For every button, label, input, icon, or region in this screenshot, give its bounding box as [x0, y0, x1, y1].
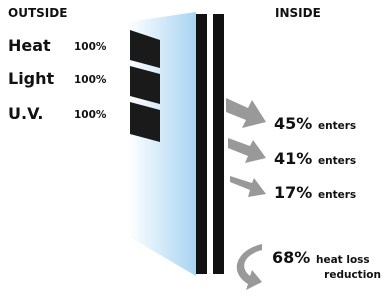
- heat-loss-amount: 68%: [272, 248, 310, 267]
- arrows: [226, 98, 266, 290]
- incoming-label: Light: [8, 69, 55, 88]
- transmitted-amount: 17%: [274, 183, 312, 202]
- incoming-amount: 100%: [74, 109, 107, 121]
- transmitted-amount: 41%: [274, 149, 312, 168]
- curved-arrow: [237, 244, 262, 290]
- arrow: [226, 98, 266, 128]
- heat-loss-text: reduction: [324, 269, 381, 281]
- arrow: [228, 138, 266, 163]
- outside-label: OUTSIDE: [8, 6, 67, 20]
- heat-loss-text: heat loss: [316, 254, 370, 266]
- inside-label: INSIDE: [275, 6, 321, 20]
- incoming-amount: 100%: [74, 74, 107, 86]
- pane-frame: [213, 14, 224, 274]
- incoming-amount: 100%: [74, 41, 107, 53]
- diagram: OUTSIDE INSIDE Heat 100% Light 100% U.V.…: [0, 0, 383, 296]
- transmitted-text: enters: [318, 155, 356, 167]
- transmitted-text: enters: [318, 189, 356, 201]
- transmitted-amount: 45%: [274, 114, 312, 133]
- pane-frame: [196, 14, 207, 274]
- incoming-label: Heat: [8, 36, 51, 55]
- incoming-label: U.V.: [8, 104, 43, 123]
- arrow: [230, 176, 266, 197]
- transmitted-text: enters: [318, 120, 356, 132]
